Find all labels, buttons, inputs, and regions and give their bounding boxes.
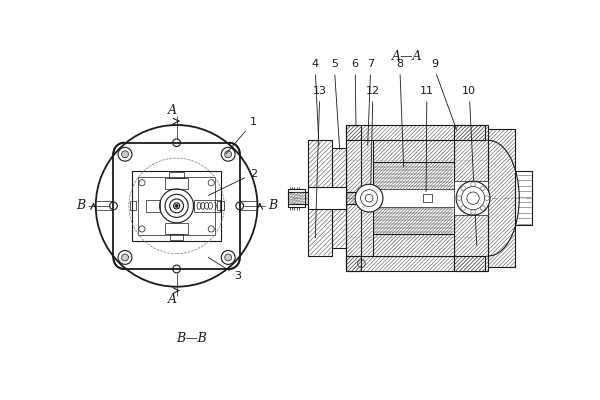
Text: 12: 12: [366, 86, 380, 188]
Bar: [346, 256, 485, 271]
Text: 10: 10: [462, 86, 477, 246]
Bar: [165, 178, 188, 189]
Circle shape: [225, 151, 232, 158]
Bar: [194, 200, 220, 212]
Text: 9: 9: [431, 59, 457, 130]
Bar: [454, 181, 488, 215]
Text: A—A: A—A: [392, 50, 423, 62]
Bar: [454, 125, 488, 271]
Bar: [373, 140, 454, 162]
Text: A: A: [168, 293, 177, 306]
Text: 8: 8: [397, 59, 404, 167]
Bar: [515, 171, 532, 225]
Text: 11: 11: [420, 86, 434, 192]
Text: 5: 5: [331, 59, 340, 149]
Bar: [308, 140, 332, 256]
Bar: [308, 187, 346, 209]
Bar: [217, 201, 224, 210]
Text: 13: 13: [313, 86, 327, 238]
Text: 4: 4: [311, 59, 319, 145]
Bar: [170, 234, 183, 240]
Circle shape: [456, 181, 490, 215]
Bar: [361, 140, 373, 256]
Bar: [169, 172, 184, 178]
Text: 6: 6: [352, 59, 359, 126]
Bar: [373, 189, 477, 207]
Bar: [288, 189, 305, 207]
Circle shape: [122, 254, 128, 261]
Bar: [133, 171, 221, 240]
Text: 3: 3: [208, 257, 241, 281]
Text: 7: 7: [367, 59, 374, 145]
Bar: [373, 234, 454, 256]
Bar: [146, 200, 160, 212]
Bar: [332, 148, 346, 248]
Circle shape: [122, 151, 128, 158]
Bar: [346, 125, 485, 140]
Bar: [423, 194, 432, 202]
Bar: [346, 125, 361, 271]
Bar: [488, 129, 515, 268]
Circle shape: [175, 204, 178, 207]
Text: B: B: [76, 199, 85, 212]
Text: B: B: [268, 199, 277, 212]
Text: A: A: [168, 104, 177, 117]
Text: B—B: B—B: [176, 332, 208, 345]
Text: 1: 1: [226, 117, 257, 154]
Circle shape: [355, 184, 383, 212]
Circle shape: [225, 254, 232, 261]
Text: 2: 2: [208, 168, 257, 195]
Bar: [165, 223, 188, 234]
Bar: [373, 162, 454, 234]
Bar: [130, 201, 136, 210]
Bar: [138, 177, 215, 235]
